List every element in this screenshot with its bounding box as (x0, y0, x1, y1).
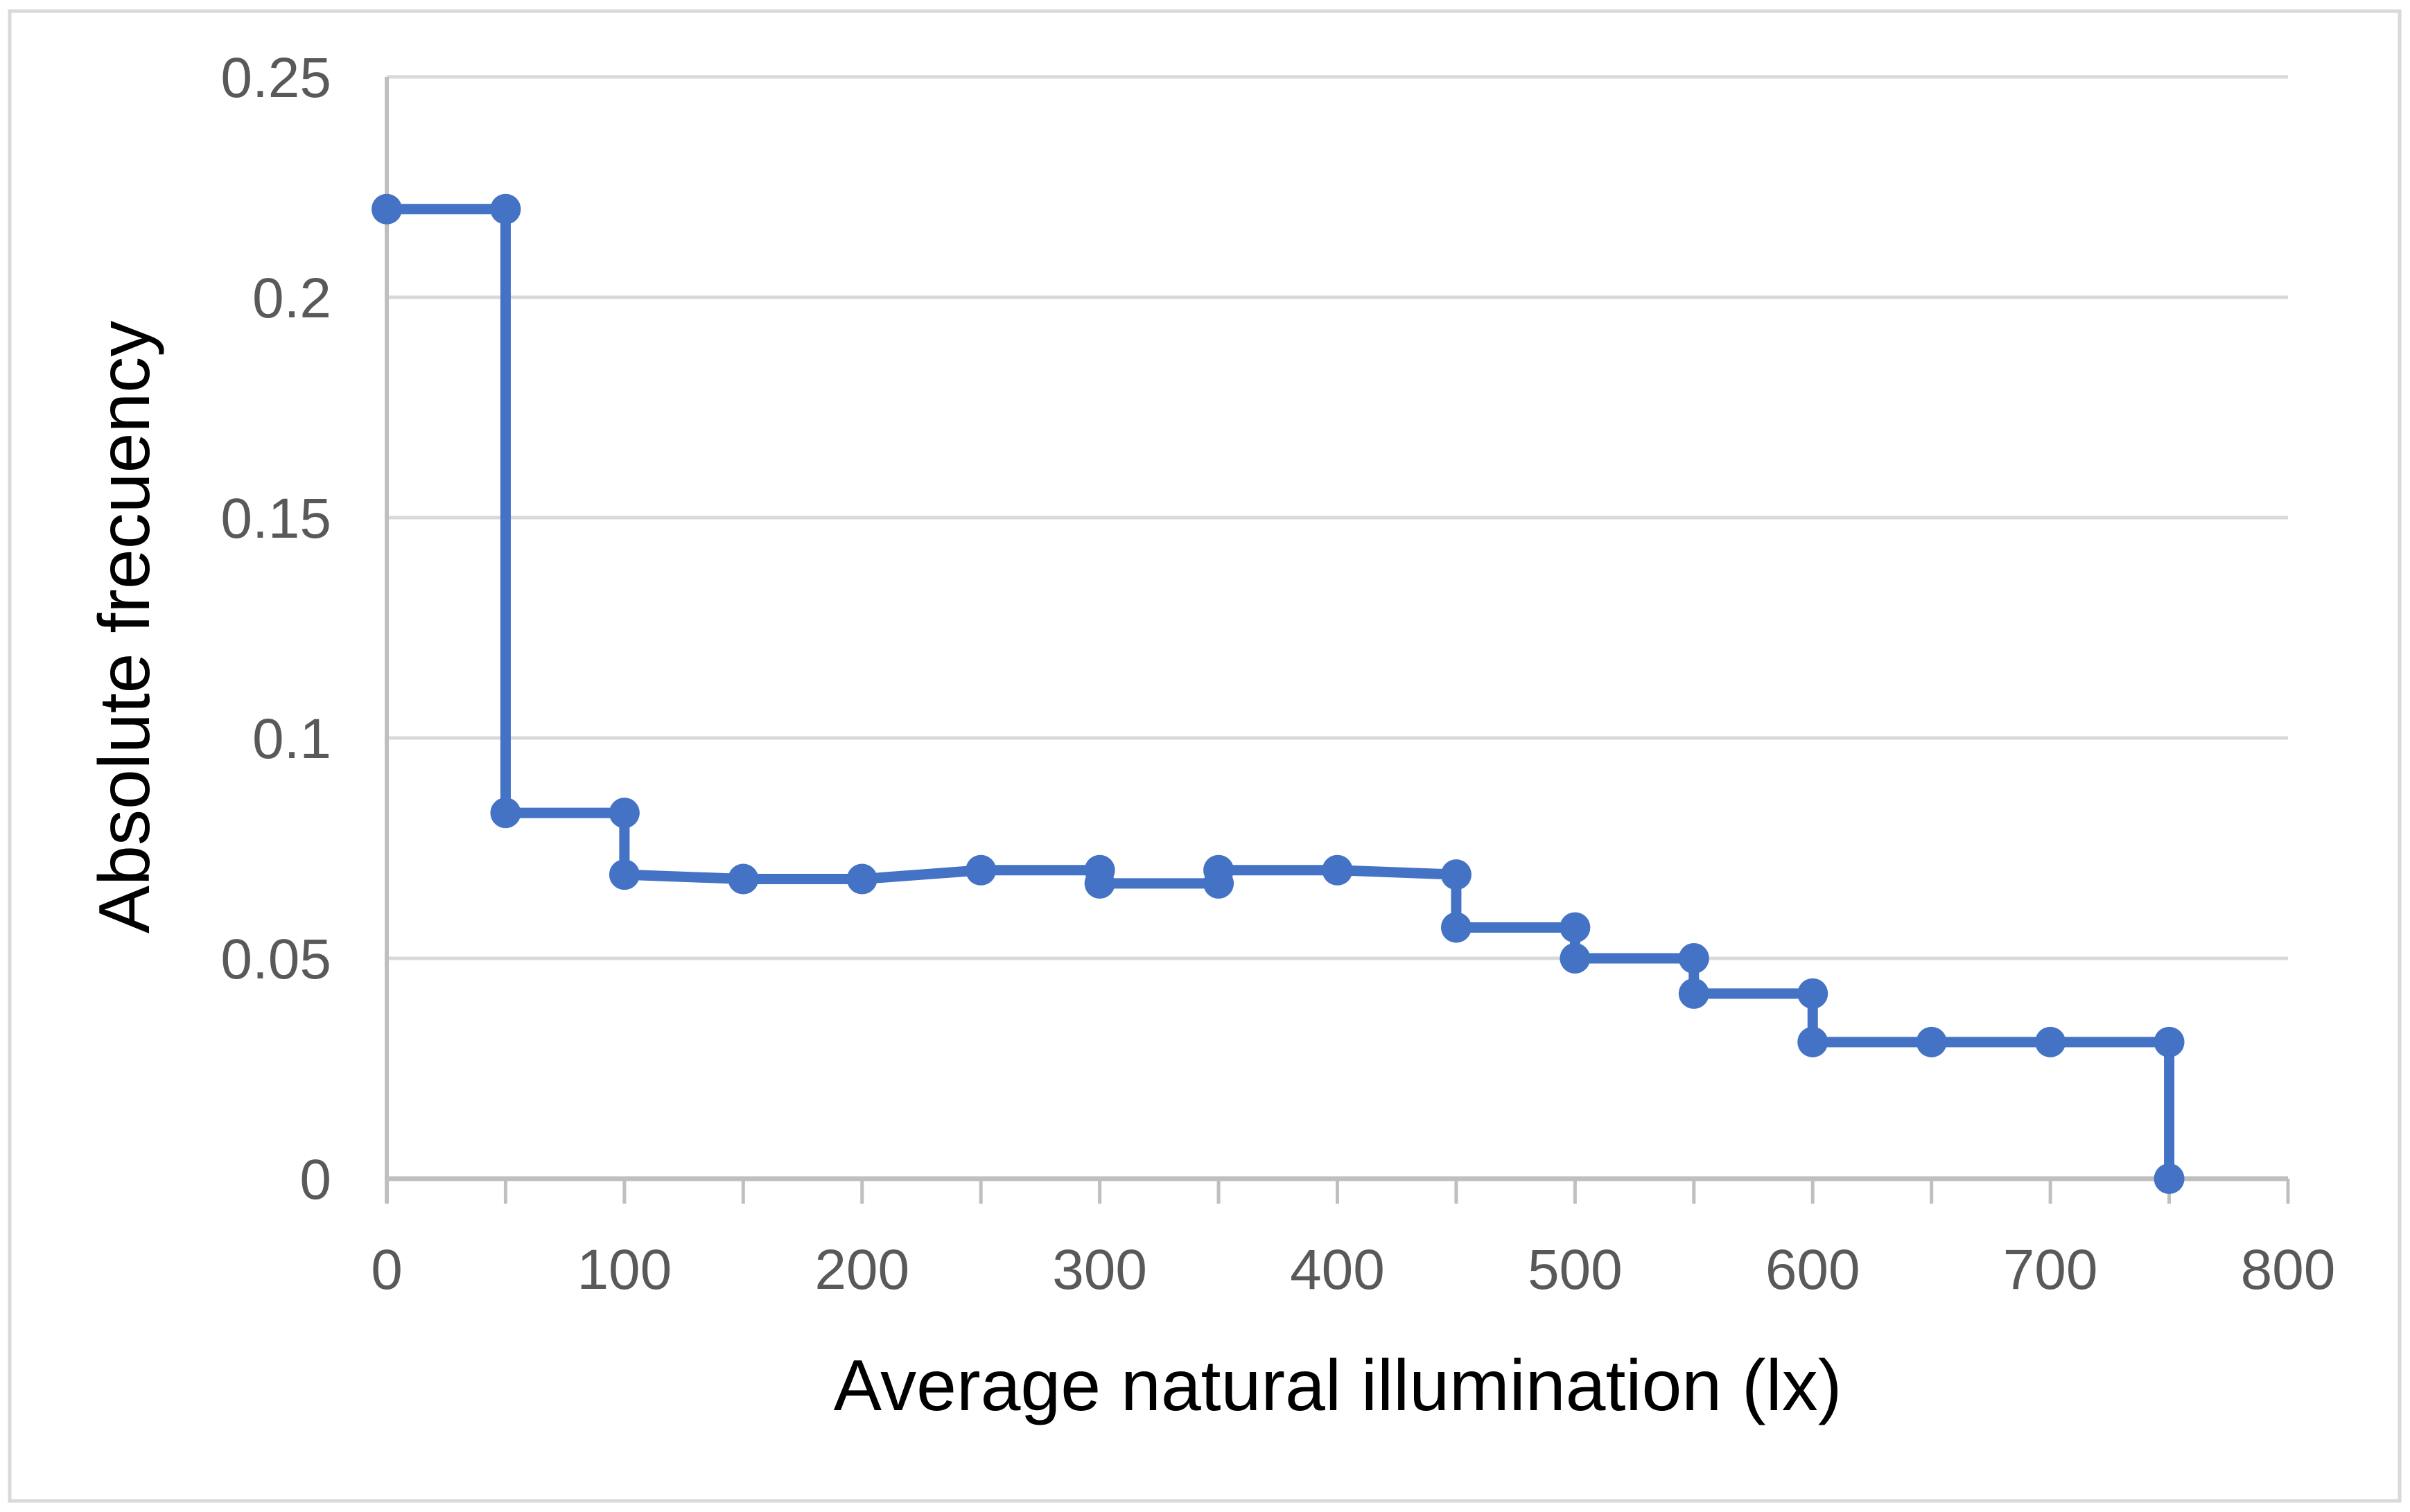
data-point-marker (846, 863, 877, 895)
data-point-marker (1678, 943, 1709, 974)
y-tick-label: 0.15 (220, 487, 331, 550)
series-markers (372, 193, 2185, 1194)
y-gridlines (387, 75, 2288, 960)
x-tick-label: 300 (1052, 1238, 1147, 1301)
data-point-marker (728, 863, 759, 895)
data-point-marker (1797, 978, 1828, 1009)
data-point-marker (1560, 943, 1591, 974)
figure-border (8, 9, 2402, 1503)
x-tick-label: 600 (1765, 1238, 1860, 1301)
x-tick-marks (385, 1179, 2290, 1204)
data-point-marker (1203, 854, 1234, 886)
x-tick-label: 400 (1290, 1238, 1385, 1301)
x-tick-label: 700 (2003, 1238, 2098, 1301)
data-point-marker (490, 798, 521, 829)
y-tick-label: 0 (299, 1148, 331, 1211)
data-point-marker (490, 193, 521, 225)
data-point-marker (1322, 854, 1353, 886)
data-point-marker (372, 193, 402, 225)
data-point-marker (1440, 859, 1472, 890)
x-axis-title: Average natural illumination (lx) (834, 1346, 1842, 1426)
x-tick-label: 500 (1528, 1238, 1623, 1301)
data-point-marker (1916, 1026, 1947, 1057)
y-tick-label: 0.2 (252, 267, 331, 330)
data-point-marker (609, 859, 640, 890)
data-point-marker (2154, 1163, 2185, 1194)
data-point-marker (2035, 1026, 2066, 1057)
x-tick-label: 200 (814, 1238, 909, 1301)
x-tick-labels: 0 100 200 300 400 500 600 700 800 (371, 1238, 2335, 1301)
data-point-marker (609, 798, 640, 829)
data-point-marker (2154, 1026, 2185, 1057)
data-point-marker (1084, 868, 1115, 899)
data-point-marker (1678, 978, 1709, 1009)
data-point-marker (1440, 912, 1472, 943)
y-tick-label: 0.1 (252, 707, 331, 771)
data-point-marker (966, 854, 997, 886)
x-tick-label: 800 (2241, 1238, 2336, 1301)
y-axis-title: Absolute frecuency (85, 321, 165, 934)
y-tick-labels: 0 0.05 0.1 0.15 0.2 0.25 (220, 46, 331, 1211)
data-point-marker (1797, 1026, 1828, 1057)
x-tick-label: 100 (577, 1238, 672, 1301)
x-tick-label: 0 (371, 1238, 403, 1301)
y-tick-label: 0.05 (220, 928, 331, 991)
data-point-marker (1560, 912, 1591, 943)
y-tick-label: 0.25 (220, 46, 331, 109)
